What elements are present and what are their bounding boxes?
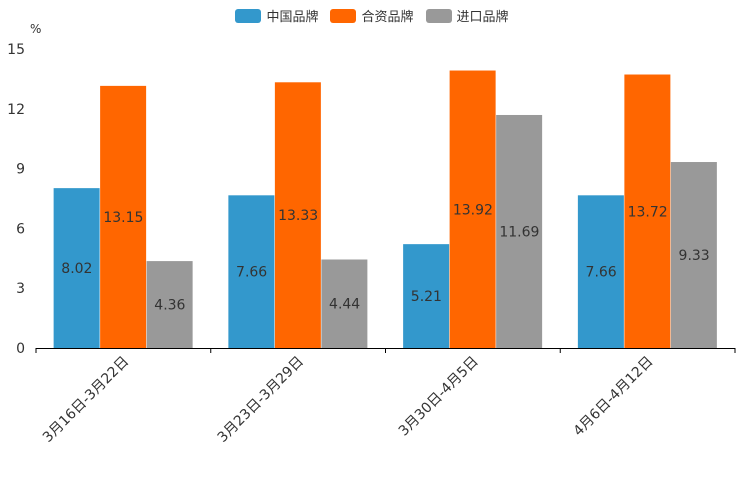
- legend-swatch-joint-venture-brand: [330, 8, 357, 23]
- bar-value-label: 13.33: [278, 208, 318, 224]
- bar-value-label: 7.66: [236, 265, 267, 281]
- bar-value-label: 8.02: [61, 261, 92, 277]
- bar-value-label: 13.92: [453, 202, 493, 218]
- x-tick-label: 3月30日-4月5日: [396, 354, 482, 440]
- bar[interactable]: [670, 162, 717, 348]
- x-tick-label: 3月16日-3月22日: [40, 354, 132, 446]
- bar-value-label: 13.72: [628, 204, 668, 220]
- y-tick-label: 0: [16, 341, 25, 357]
- y-axis-unit-label: %: [30, 22, 41, 36]
- legend-item-joint-venture-brand[interactable]: 合资品牌: [330, 6, 414, 25]
- bar[interactable]: [228, 195, 275, 348]
- legend-label-import-brand: 进口品牌: [456, 10, 509, 25]
- legend-item-import-brand[interactable]: 进口品牌: [425, 6, 509, 25]
- x-tick-label: 3月23日-3月29日: [215, 354, 307, 446]
- bar[interactable]: [449, 70, 496, 348]
- bar-value-label: 11.69: [499, 224, 539, 240]
- y-tick-label: 3: [16, 281, 25, 297]
- legend-item-china-brand[interactable]: 中国品牌: [235, 6, 318, 25]
- bar-value-label: 4.44: [329, 297, 360, 313]
- bar-value-label: 7.66: [586, 265, 617, 281]
- bar[interactable]: [146, 261, 193, 348]
- legend-swatch-import-brand: [425, 8, 452, 23]
- legend-label-china-brand: 中国品牌: [266, 10, 319, 25]
- bar[interactable]: [100, 85, 147, 349]
- legend-label-joint-venture-brand: 合资品牌: [361, 10, 414, 25]
- bar-value-label: 9.33: [679, 248, 710, 264]
- bar-value-label: 5.21: [411, 289, 442, 305]
- bar[interactable]: [624, 74, 671, 349]
- bar[interactable]: [274, 82, 321, 348]
- legend: 中国品牌 合资品牌 进口品牌: [0, 6, 744, 25]
- bar-value-label: 13.15: [103, 210, 143, 226]
- bar[interactable]: [321, 259, 368, 348]
- bar[interactable]: [53, 188, 100, 348]
- y-tick-label: 9: [16, 162, 25, 178]
- bar[interactable]: [496, 114, 543, 348]
- y-tick-label: 15: [7, 42, 25, 58]
- legend-swatch-china-brand: [235, 8, 262, 23]
- y-tick-label: 6: [16, 221, 25, 237]
- bar[interactable]: [403, 244, 450, 348]
- y-tick-label: 12: [7, 102, 25, 118]
- x-tick-label: 4月6日-4月12日: [570, 354, 656, 440]
- bar-value-label: 4.36: [154, 298, 185, 314]
- bar[interactable]: [577, 195, 624, 348]
